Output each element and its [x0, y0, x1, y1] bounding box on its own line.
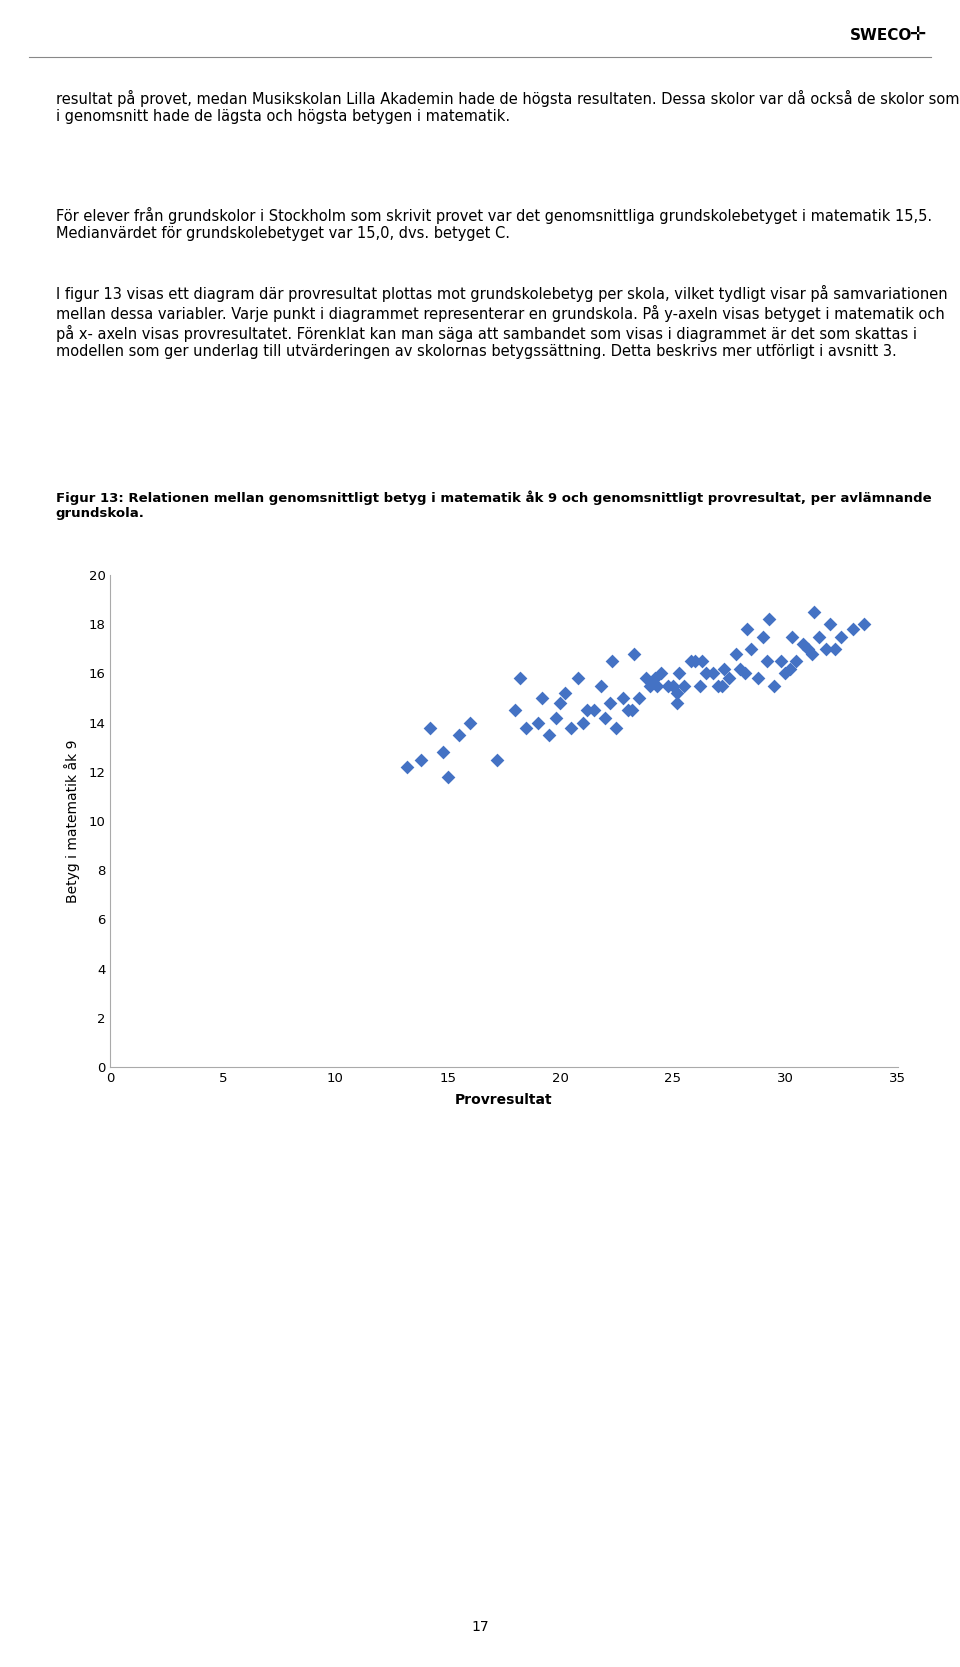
Point	[609, 713, 624, 740]
Point	[784, 623, 800, 650]
Point	[440, 763, 455, 790]
Text: resultat på provet, medan Musikskolan Lilla Akademin hade de högsta resultaten. : resultat på provet, medan Musikskolan Li…	[56, 90, 959, 125]
Point	[570, 665, 586, 692]
Point	[593, 672, 609, 698]
Point	[490, 747, 505, 773]
Point	[732, 655, 748, 682]
Point	[620, 697, 636, 723]
Point	[778, 660, 793, 687]
Point	[800, 635, 815, 662]
Point	[422, 713, 438, 740]
Point	[811, 623, 827, 650]
Point	[647, 665, 662, 692]
Point	[789, 648, 804, 675]
Point	[587, 697, 602, 723]
Point	[627, 640, 642, 667]
Text: Figur 13: Relationen mellan genomsnittligt betyg i matematik åk 9 och genomsnitt: Figur 13: Relationen mellan genomsnittli…	[56, 490, 931, 520]
Text: SWECO: SWECO	[850, 28, 912, 43]
Point	[649, 672, 664, 698]
Point	[548, 705, 564, 732]
Point	[773, 648, 788, 675]
Point	[669, 690, 684, 717]
Point	[508, 697, 523, 723]
Point	[766, 672, 781, 698]
Point	[638, 665, 654, 692]
Point	[717, 655, 732, 682]
Point	[721, 665, 736, 692]
Point	[856, 610, 872, 637]
Point	[399, 753, 415, 780]
Point	[413, 747, 428, 773]
Point	[535, 685, 550, 712]
X-axis label: Provresultat: Provresultat	[455, 1094, 553, 1107]
Point	[625, 697, 640, 723]
Point	[436, 738, 451, 765]
Point	[761, 607, 777, 633]
Point	[672, 660, 687, 687]
Point	[580, 697, 595, 723]
Point	[706, 660, 721, 687]
Point	[660, 672, 676, 698]
Point	[692, 672, 708, 698]
Text: För elever från grundskolor i Stockholm som skrivit provet var det genomsnittlig: För elever från grundskolor i Stockholm …	[56, 207, 932, 242]
Point	[564, 713, 579, 740]
Point	[833, 623, 849, 650]
Point	[530, 710, 545, 737]
Point	[818, 635, 833, 662]
Point	[699, 660, 714, 687]
Point	[665, 672, 681, 698]
Point	[451, 722, 467, 748]
Point	[654, 660, 669, 687]
Point	[683, 648, 698, 675]
Point	[827, 635, 842, 662]
Point	[744, 635, 759, 662]
Point	[694, 648, 709, 675]
Point	[597, 705, 612, 732]
Point	[806, 598, 822, 625]
Point	[602, 690, 617, 717]
Point	[759, 648, 775, 675]
Point	[615, 685, 631, 712]
Text: ✛: ✛	[910, 25, 926, 43]
Point	[642, 672, 658, 698]
Point	[575, 710, 590, 737]
Point	[751, 665, 766, 692]
Point	[676, 672, 691, 698]
Point	[728, 640, 743, 667]
Point	[782, 655, 798, 682]
Point	[463, 710, 478, 737]
Point	[845, 615, 860, 642]
Point	[714, 672, 730, 698]
Point	[737, 660, 753, 687]
Point	[553, 690, 568, 717]
Point	[632, 685, 647, 712]
Point	[512, 665, 527, 692]
Point	[755, 623, 770, 650]
Point	[687, 648, 703, 675]
Point	[669, 680, 684, 707]
Text: 17: 17	[471, 1620, 489, 1634]
Point	[739, 615, 755, 642]
Point	[604, 648, 619, 675]
Point	[541, 722, 557, 748]
Text: I figur 13 visas ett diagram där provresultat plottas mot grundskolebetyg per sk: I figur 13 visas ett diagram där provres…	[56, 285, 948, 358]
Point	[796, 630, 811, 657]
Y-axis label: Betyg i matematik åk 9: Betyg i matematik åk 9	[64, 738, 81, 904]
Point	[518, 713, 534, 740]
Point	[710, 672, 726, 698]
Point	[557, 680, 572, 707]
Point	[804, 640, 820, 667]
Point	[823, 610, 838, 637]
